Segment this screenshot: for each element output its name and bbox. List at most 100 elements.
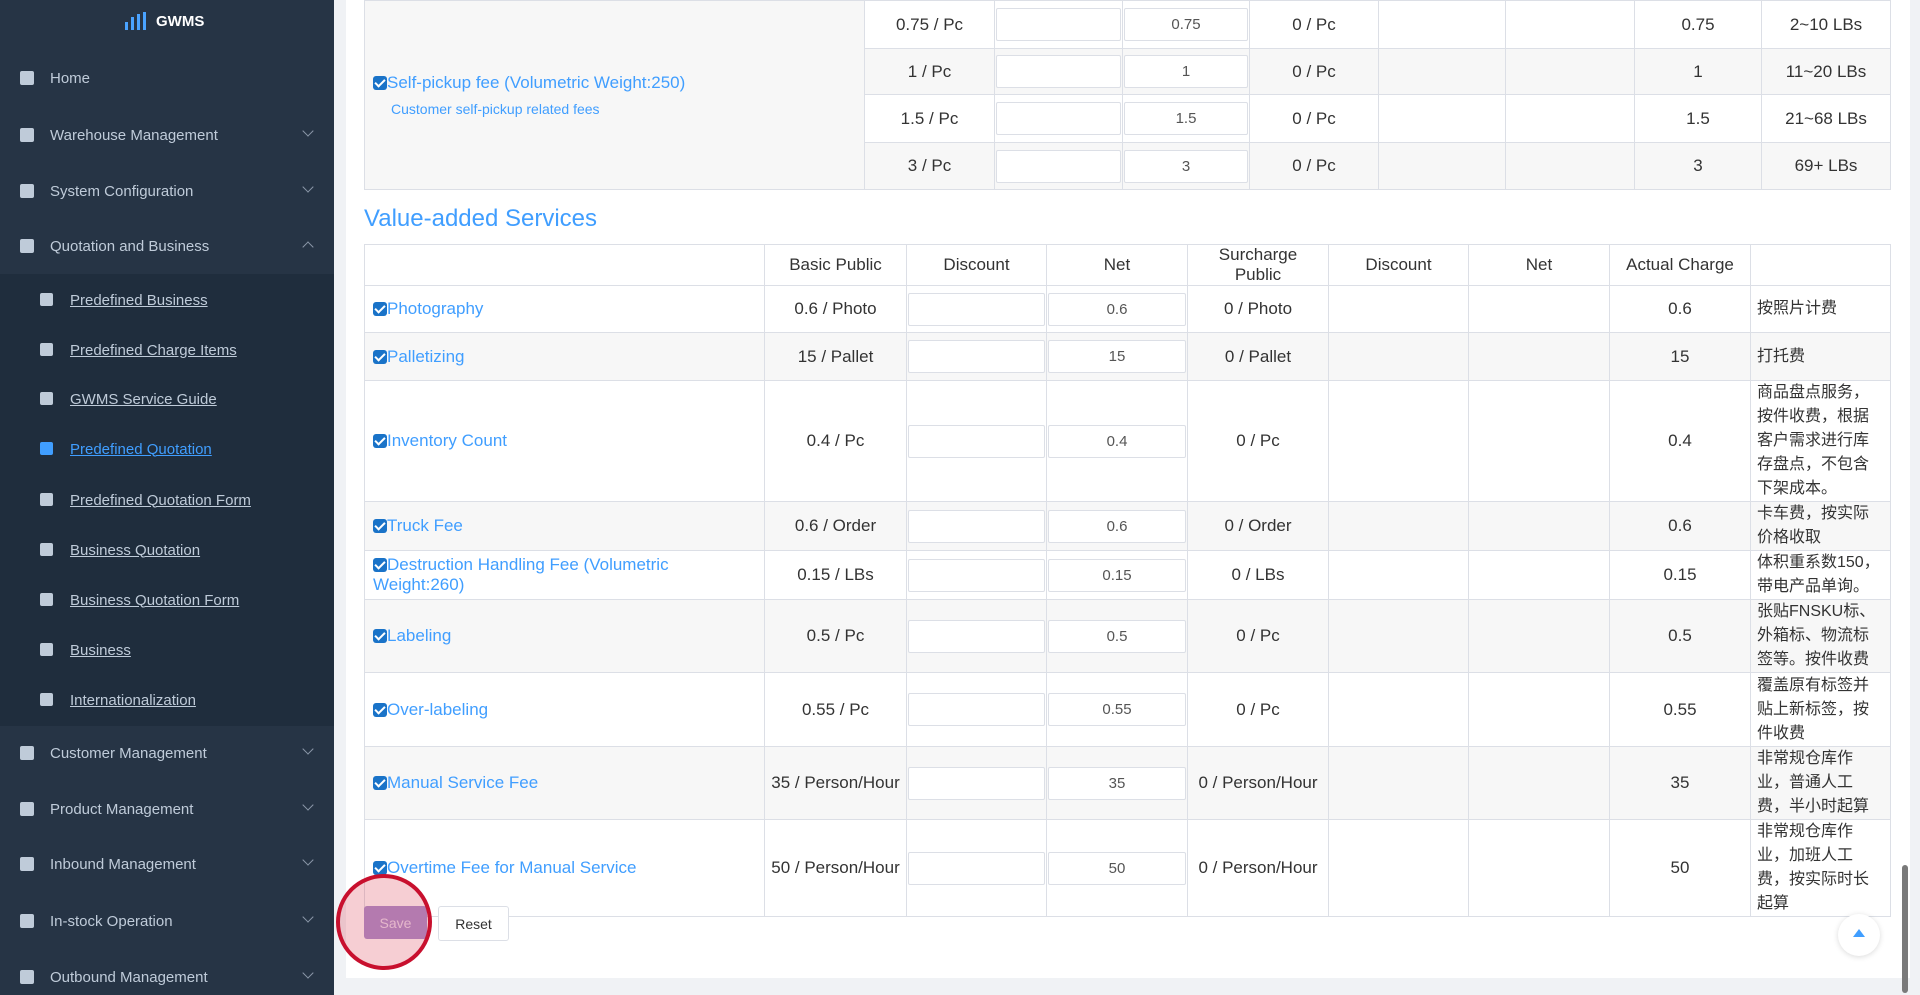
brand[interactable]: GWMS xyxy=(125,12,204,30)
actual-charge: 50 xyxy=(1609,819,1751,917)
nav-label: Home xyxy=(50,69,91,87)
reset-button[interactable]: Reset xyxy=(438,906,509,941)
nav-icon xyxy=(40,343,53,356)
discount-input[interactable] xyxy=(996,55,1121,88)
discount-input[interactable] xyxy=(908,766,1045,800)
nav-item[interactable]: Customer Management xyxy=(0,733,334,773)
service-link[interactable]: Over-labeling xyxy=(387,699,489,719)
chevron xyxy=(302,911,314,923)
net-input[interactable]: 0.4 xyxy=(1048,424,1186,458)
discount-input[interactable] xyxy=(908,424,1045,458)
actual-charge: 15 xyxy=(1609,332,1751,381)
discount-cell xyxy=(994,142,1123,190)
net-input[interactable]: 0.15 xyxy=(1048,558,1186,592)
nav-item[interactable]: Product Management xyxy=(0,789,334,829)
submenu-item[interactable]: GWMS Service Guide xyxy=(0,379,334,419)
service-cell: Palletizing xyxy=(364,332,765,381)
nav-label: Product Management xyxy=(50,800,194,818)
weight-range: 21~68 LBs xyxy=(1761,94,1891,143)
service-link[interactable]: Inventory Count xyxy=(387,431,508,450)
submenu-item[interactable]: Predefined Business xyxy=(0,280,334,320)
service-link[interactable]: Self-pickup fee (Volumetric Weight:250) xyxy=(387,73,686,92)
service-link[interactable]: Photography xyxy=(387,299,484,318)
checkbox[interactable] xyxy=(373,861,387,875)
checkbox[interactable] xyxy=(373,434,387,448)
checkbox[interactable] xyxy=(373,302,387,316)
scrollbar[interactable] xyxy=(1902,865,1908,993)
nav-item[interactable]: In-stock Operation xyxy=(0,901,334,941)
net-input[interactable]: 1.5 xyxy=(1124,102,1248,135)
surcharge-discount xyxy=(1328,819,1469,917)
service-link[interactable]: Truck Fee xyxy=(387,516,463,535)
discount-input[interactable] xyxy=(908,340,1045,373)
service-link[interactable]: Palletizing xyxy=(387,346,465,366)
discount-cell xyxy=(906,501,1047,551)
net-input[interactable]: 1 xyxy=(1124,55,1248,88)
nav-icon xyxy=(20,857,34,871)
discount-input[interactable] xyxy=(996,8,1121,41)
checkbox[interactable] xyxy=(373,76,387,90)
checkbox[interactable] xyxy=(373,519,387,533)
nav-item[interactable]: Outbound Management xyxy=(0,957,334,995)
net-cell: 0.4 xyxy=(1046,380,1188,502)
basic-public: 15 / Pallet xyxy=(764,332,907,381)
service-link[interactable]: Labeling xyxy=(387,626,452,645)
note: 张贴FNSKU标、外箱标、物流标签等。按件收费 xyxy=(1750,599,1891,673)
discount-input[interactable] xyxy=(908,693,1045,726)
net-input[interactable]: 3 xyxy=(1124,149,1248,183)
net-input[interactable]: 35 xyxy=(1048,766,1186,800)
net-input[interactable]: 0.6 xyxy=(1048,509,1186,543)
net-input[interactable]: 0.5 xyxy=(1048,619,1186,653)
submenu-item[interactable]: Business Quotation Form xyxy=(0,580,334,620)
submenu-item[interactable]: Business Quotation xyxy=(0,530,334,570)
table-row: 3 / Pc 3 0 / Pc 3 69+ LBs xyxy=(365,142,1891,190)
service-link[interactable]: Overtime Fee for Manual Service xyxy=(387,858,637,877)
discount-input[interactable] xyxy=(908,509,1045,543)
nav-label: System Configuration xyxy=(50,182,194,200)
nav-label: Outbound Management xyxy=(50,968,208,986)
nav-item[interactable]: Quotation and Business xyxy=(0,226,334,266)
net-cell: 35 xyxy=(1046,746,1188,820)
discount-input[interactable] xyxy=(908,558,1045,592)
net-input[interactable]: 0.6 xyxy=(1048,292,1186,326)
nav-icon xyxy=(40,693,53,706)
submenu-item[interactable]: Predefined Quotation xyxy=(0,429,334,469)
nav-item[interactable]: Home xyxy=(0,58,334,98)
nav-label: Predefined Business xyxy=(70,291,208,309)
submenu-item[interactable]: Predefined Charge Items xyxy=(0,330,334,370)
back-to-top[interactable] xyxy=(1838,914,1880,956)
service-link[interactable]: Manual Service Fee xyxy=(387,773,539,792)
basic-public: 1.5 / Pc xyxy=(864,94,995,143)
basic-public: 50 / Person/Hour xyxy=(764,819,907,917)
net-input[interactable]: 50 xyxy=(1048,851,1186,885)
checkbox[interactable] xyxy=(373,349,387,364)
table-row: Manual Service Fee 35 / Person/Hour 35 0 / … xyxy=(364,746,1891,820)
checkbox[interactable] xyxy=(373,702,387,717)
submenu-item[interactable]: Predefined Quotation Form xyxy=(0,480,334,520)
net-input[interactable]: 15 xyxy=(1048,340,1186,373)
nav-label: Inbound Management xyxy=(50,855,196,873)
net-cell: 0.15 xyxy=(1046,550,1188,600)
discount-input[interactable] xyxy=(908,619,1045,653)
checkbox[interactable] xyxy=(373,629,387,643)
nav-item[interactable]: Warehouse Management xyxy=(0,115,334,155)
chevron xyxy=(302,181,314,193)
checkbox[interactable] xyxy=(373,558,387,572)
discount-input[interactable] xyxy=(996,149,1121,183)
discount-input[interactable] xyxy=(996,102,1121,135)
net-input[interactable]: 0.55 xyxy=(1048,693,1186,726)
service-link[interactable]: Destruction Handling Fee (Volumetric Wei… xyxy=(373,555,669,594)
submenu-item[interactable]: Business xyxy=(0,630,334,670)
submenu-item[interactable]: Internationalization xyxy=(0,680,334,720)
nav-icon xyxy=(20,746,34,760)
surcharge-public: 0 / Pc xyxy=(1187,672,1329,747)
discount-input[interactable] xyxy=(908,851,1045,885)
nav-item[interactable]: System Configuration xyxy=(0,171,334,211)
chevron xyxy=(302,967,314,979)
actual-charge: 0.5 xyxy=(1609,599,1751,673)
checkbox[interactable] xyxy=(373,776,387,790)
nav-item[interactable]: Inbound Management xyxy=(0,844,334,884)
header-cell: Discount xyxy=(1328,244,1469,286)
net-input[interactable]: 0.75 xyxy=(1124,8,1248,41)
discount-input[interactable] xyxy=(908,292,1045,326)
